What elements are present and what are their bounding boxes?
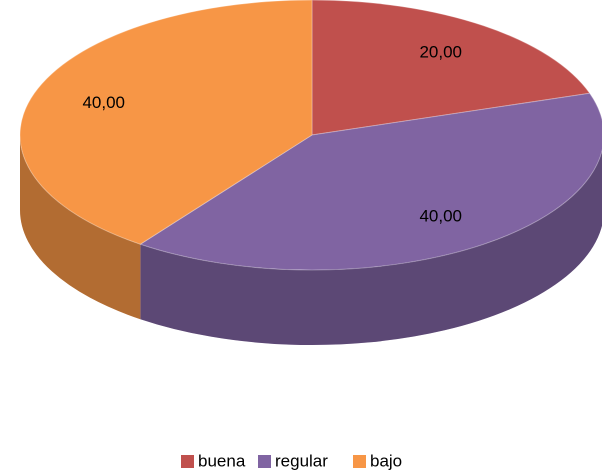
data-label: 20,00: [419, 43, 462, 62]
slice: [139, 92, 602, 271]
data-label: 40,00: [419, 206, 462, 225]
slice-side: [140, 150, 602, 345]
data-label: 40,00: [82, 93, 125, 112]
legend-label: regular: [275, 451, 328, 470]
legend-swatch: [181, 455, 194, 468]
legend-label: bajo: [370, 451, 402, 470]
legend-swatch: [353, 455, 366, 468]
legend-swatch: [258, 455, 271, 468]
slice: [19, 0, 313, 245]
side-shade: [20, 135, 141, 320]
legend-label: buena: [198, 451, 246, 470]
slice: [311, 0, 591, 136]
slice-side: [20, 135, 141, 320]
side-shade: [140, 150, 602, 345]
